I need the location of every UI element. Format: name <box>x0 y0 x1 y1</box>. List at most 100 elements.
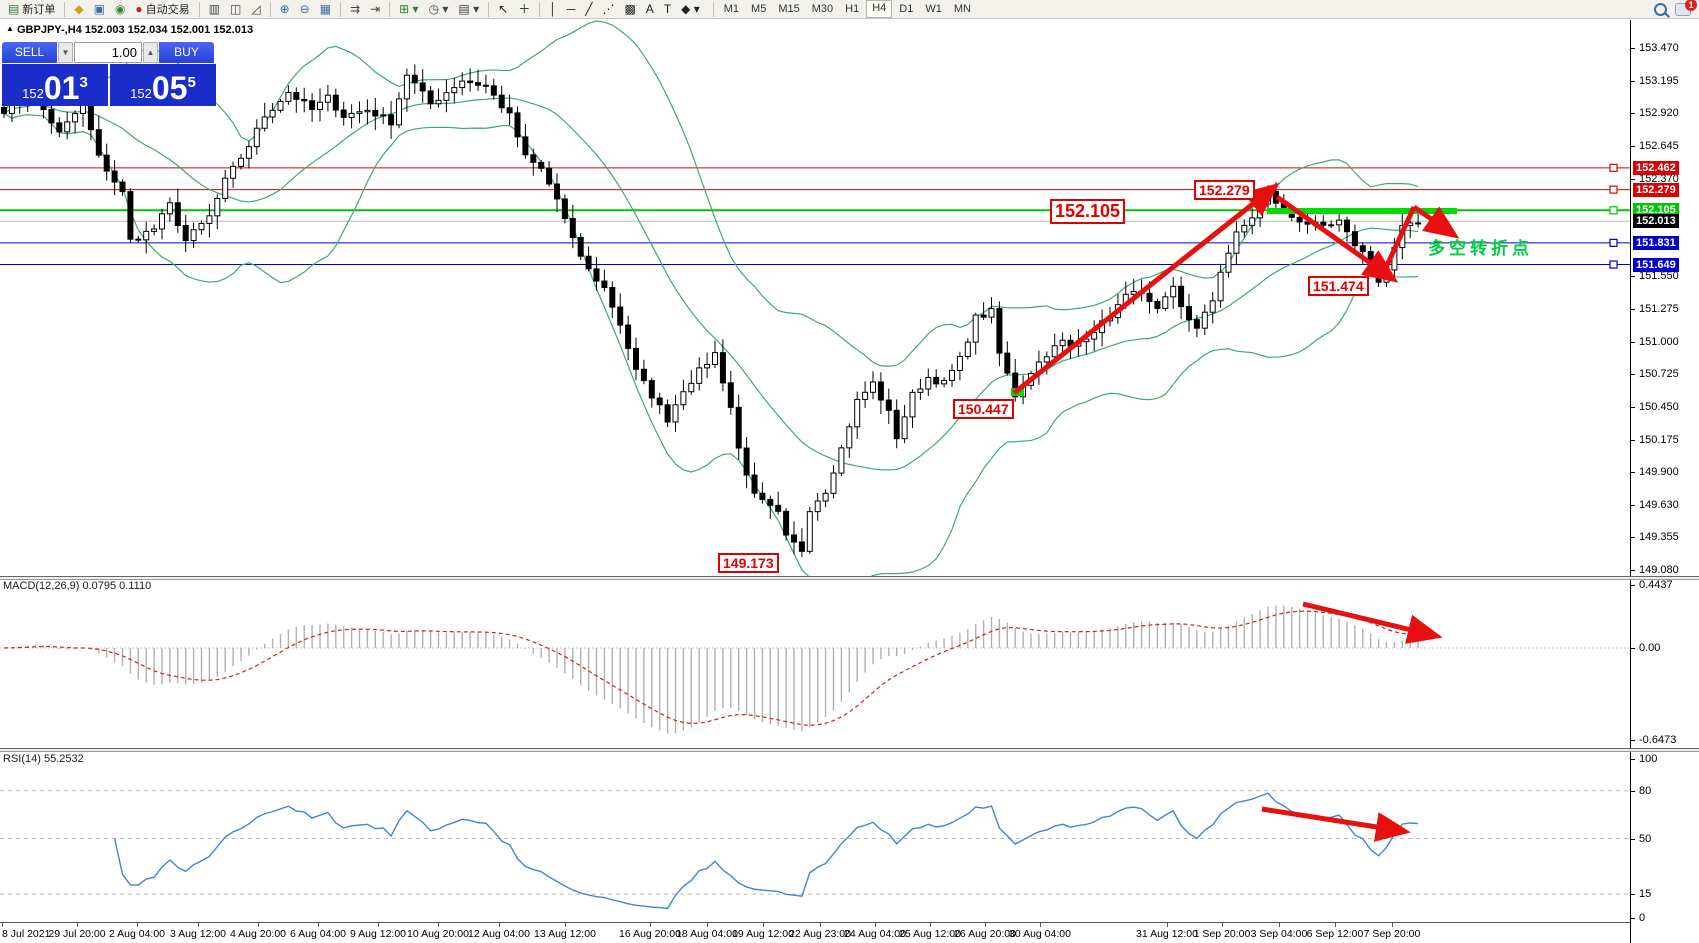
time-axis-tick <box>930 923 931 927</box>
fibo-icon[interactable]: ⋰ <box>598 1 618 18</box>
price-annotation-box[interactable]: 152.279 <box>1194 180 1255 201</box>
axis-tick-mark <box>1631 113 1635 115</box>
buy-price-big: 05 <box>151 70 188 106</box>
toolbar-separator <box>712 1 714 17</box>
zoom-in-icon: ⊕ <box>279 1 290 16</box>
macd-signal-line <box>3 610 1419 726</box>
signal-icon[interactable]: ◉ <box>111 1 129 18</box>
toolbar-separator <box>488 1 490 17</box>
time-axis-tick <box>650 923 651 927</box>
line-chart-icon[interactable]: ◿ <box>247 1 264 18</box>
price-axis[interactable]: 153.470 153.195 152.920 152.645 152.370 151.5… <box>1630 20 1699 943</box>
rsi-separator[interactable] <box>0 748 1699 752</box>
time-axis-tick <box>378 923 379 927</box>
shapes-icon[interactable]: ◆ ▾ <box>677 1 704 18</box>
timeframe-button-w1[interactable]: W1 <box>925 3 942 15</box>
label-icon[interactable]: T <box>660 1 675 18</box>
buy-price-button[interactable]: 152 05 5 <box>110 64 216 106</box>
volume-down-button[interactable]: ▼ <box>58 42 73 63</box>
auto-scroll-icon[interactable]: ⇉ <box>346 1 364 18</box>
text-icon[interactable]: A <box>642 1 658 18</box>
time-axis-tick <box>258 923 259 927</box>
sell-price-big: 01 <box>43 70 80 106</box>
vline-icon[interactable]: │ <box>545 1 561 18</box>
trendline-icon[interactable]: ╱ <box>581 1 596 18</box>
axis-tick-mark <box>1631 504 1635 506</box>
axis-tick-mark <box>1631 569 1635 571</box>
time-axis-label: 3 Sep 04:00 <box>1250 928 1308 940</box>
macd-separator[interactable] <box>0 576 1699 580</box>
grid-icon[interactable]: ▩ <box>620 1 639 18</box>
axis-tick-mark <box>1631 648 1635 649</box>
axis-tick-label: 153.195 <box>1639 74 1679 87</box>
periods-icon[interactable]: ◷ ▾ <box>425 1 453 18</box>
bar-chart-icon: ▥ <box>208 1 220 16</box>
time-axis-label: 22 Aug 23:00 <box>789 928 851 940</box>
timeframe-button-m1[interactable]: M1 <box>723 3 740 15</box>
time-axis-label: 29 Jul 20:00 <box>48 928 106 940</box>
zoom-out-icon[interactable]: ⊖ <box>296 1 314 18</box>
chart-shift-icon[interactable]: ⇥ <box>366 1 384 18</box>
chart-shift-icon: ⇥ <box>370 1 381 16</box>
time-axis-tick <box>1279 923 1280 927</box>
eraser-icon[interactable]: ◆ <box>70 1 87 18</box>
price-annotation-box[interactable]: 151.474 <box>1308 276 1369 297</box>
time-axis-tick <box>1335 923 1336 927</box>
hline-icon[interactable]: ─ <box>563 1 580 18</box>
volume-input[interactable]: 1.00 <box>74 42 142 63</box>
axis-tick-label: 152.645 <box>1639 140 1679 153</box>
timeframe-button-mn[interactable]: MN <box>953 3 971 15</box>
timeframe-button-h1[interactable]: H1 <box>845 3 860 15</box>
turning-point-note[interactable]: 多空转折点 <box>1428 239 1533 258</box>
indicators-icon[interactable]: ⊞ ▾ <box>395 1 422 18</box>
one-click-trade-panel: SELL ▼ 1.00 ▲ BUY 152 01 3 152 05 5 <box>2 42 216 106</box>
time-axis-tick <box>820 923 821 927</box>
axis-tick-mark <box>1631 537 1635 539</box>
axis-tick-label: 149.080 <box>1639 563 1679 576</box>
volume-up-button[interactable]: ▲ <box>143 42 158 63</box>
candlestick-icon: ◫ <box>230 1 242 16</box>
chart-profile-icon[interactable]: ▣ <box>90 1 109 18</box>
level-lines <box>0 163 1630 269</box>
price-annotation-box[interactable]: 152.105 <box>1050 199 1126 224</box>
templates-icon[interactable]: ▤ ▾ <box>454 1 483 18</box>
chat-icon[interactable]: 1 <box>1675 0 1697 16</box>
axis-tick-label: 152.920 <box>1639 107 1679 120</box>
crosshair-icon[interactable]: ＋ <box>514 1 534 18</box>
axis-tick-mark <box>1631 584 1635 586</box>
timeframe-button-m15[interactable]: M15 <box>778 3 800 15</box>
sell-price-button[interactable]: 152 01 3 <box>2 64 108 106</box>
bar-chart-icon[interactable]: ▥ <box>205 1 224 18</box>
bollinger-upper <box>3 20 1419 367</box>
axis-tick-label: 80 <box>1639 784 1652 797</box>
rsi-indicator <box>0 790 1630 910</box>
zoom-in-icon[interactable]: ⊕ <box>276 1 294 18</box>
sell-button[interactable]: SELL <box>2 42 57 63</box>
price-annotation-box[interactable]: 150.447 <box>953 399 1014 420</box>
axis-price-badge: 152.105 <box>1633 203 1679 218</box>
time-axis-tick <box>1167 923 1168 927</box>
new-order-button[interactable]: ▤ 新订单 <box>4 1 59 18</box>
candlestick-icon[interactable]: ◫ <box>226 1 245 18</box>
buy-button[interactable]: BUY <box>159 42 214 63</box>
timeframe-button-m30[interactable]: M30 <box>811 3 834 15</box>
axis-tick-mark <box>1631 146 1635 148</box>
label-icon: T <box>663 1 672 16</box>
chart-profile-icon: ▣ <box>93 1 105 16</box>
autotrade-button[interactable]: ● 自动交易 <box>131 1 193 18</box>
tile-windows-icon[interactable]: ▦ <box>316 1 335 18</box>
timeframe-button-m5[interactable]: M5 <box>751 3 767 15</box>
symbol-label: GBPJPY-,H4 <box>16 24 82 36</box>
axis-tick-label: 149.900 <box>1639 466 1679 479</box>
time-axis[interactable]: 8 Jul 2021 29 Jul 20:00 2 Aug 04:00 3 Aug 1… <box>0 922 1630 943</box>
new-order-label: 新订单 <box>22 4 56 16</box>
time-axis-tick <box>318 923 319 927</box>
tile-windows-icon: ▦ <box>319 1 332 16</box>
timeframe-button-d1[interactable]: D1 <box>899 3 914 15</box>
timeframe-button-h4[interactable]: H4 <box>866 0 893 18</box>
search-icon[interactable] <box>1654 2 1667 16</box>
time-axis-tick <box>565 923 566 927</box>
cursor-icon[interactable]: ↖ <box>494 1 512 18</box>
price-annotation-box[interactable]: 149.173 <box>718 553 779 574</box>
